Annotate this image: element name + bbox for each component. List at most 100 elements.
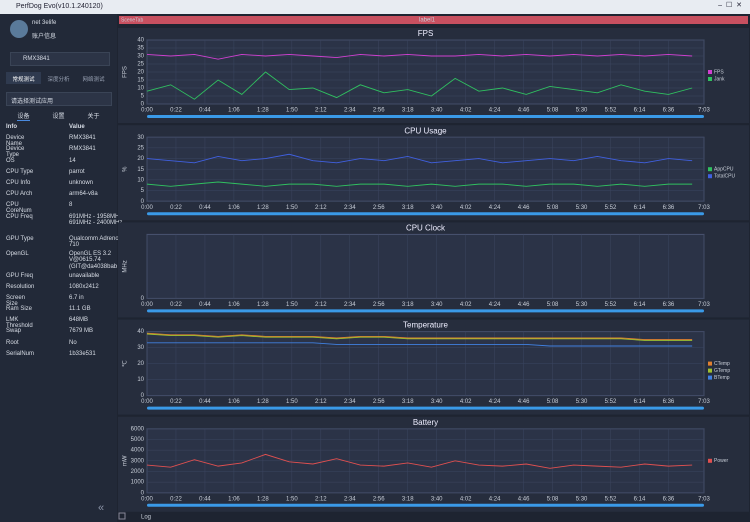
y-tick-label: 30	[137, 135, 144, 141]
x-tick-label: 4:46	[518, 399, 530, 405]
y-tick-label: 2000	[131, 469, 145, 475]
scene-bar	[119, 16, 748, 24]
x-tick-label: 1:50	[286, 496, 298, 502]
account-link[interactable]: 账户信息	[32, 34, 57, 40]
x-tick-label: 1:50	[286, 205, 298, 211]
x-tick-label: 5:08	[547, 496, 559, 502]
key-cell: OpenGL	[6, 250, 29, 257]
x-tick-label: 2:12	[315, 399, 327, 405]
scrollbar	[147, 212, 704, 216]
window-controls[interactable]: – ☐ ✕	[718, 2, 742, 9]
sidebar: net 3elife 账户信息 RMX3841 常规测试 深度分析 网络测试 请选择…	[0, 14, 133, 522]
legend-swatch	[708, 361, 712, 366]
x-tick-label: 2:56	[373, 496, 385, 502]
x-tick-label: 7:03	[698, 108, 710, 114]
x-tick-label: 6:14	[634, 302, 646, 308]
x-tick-label: 3:18	[402, 399, 414, 405]
x-tick-label: 4:02	[460, 205, 472, 211]
x-tick-label: 2:34	[344, 205, 356, 211]
y-tick-label: 40	[137, 38, 144, 44]
tab[interactable]: 深度分析	[47, 77, 70, 83]
x-tick-label: 5:52	[605, 302, 617, 308]
key-cell: SerialNum	[6, 350, 35, 357]
tab[interactable]: 网络测试	[82, 77, 105, 83]
x-tick-label: 3:40	[431, 108, 443, 114]
series-line	[146, 333, 693, 341]
x-tick-label: 1:28	[257, 108, 269, 114]
series-line	[147, 342, 693, 347]
value-cell: RMX3841	[69, 146, 96, 153]
key-cell: Resolution	[6, 283, 35, 290]
legend-swatch	[708, 77, 712, 81]
device-name: RMX3841	[23, 56, 50, 62]
x-tick-label: 0:22	[170, 302, 182, 308]
key-cell: Screen Size	[6, 294, 26, 307]
table-row: CPU Type parrot	[0, 169, 117, 180]
x-tick-label: 5:30	[576, 302, 588, 308]
x-tick-label: 0:22	[170, 399, 182, 405]
app-select[interactable]: 请选择测试应用	[6, 92, 112, 106]
x-tick-label: 2:34	[344, 302, 356, 308]
value-cell: No	[69, 339, 77, 346]
device-select[interactable]: RMX3841	[10, 52, 110, 66]
x-tick-label: 5:30	[576, 205, 588, 211]
y-tick-label: 10	[137, 86, 144, 92]
y-tick-label: 40	[137, 329, 144, 335]
y-tick-label: 5	[141, 94, 145, 100]
y-tick-label: 6000	[131, 426, 145, 432]
y-axis-label: FPS	[123, 66, 129, 78]
y-tick-label: 10	[137, 377, 144, 383]
subtab[interactable]: 设备	[17, 111, 30, 121]
x-tick-label: 0:00	[141, 399, 153, 405]
info-table: Info Value Device Name RMX3841 Device Type RM…	[0, 124, 133, 362]
y-tick-label: 3000	[131, 458, 145, 464]
x-tick-label: 2:34	[344, 108, 356, 114]
value-cell: Qualcomm Adreno (TM) 710	[69, 235, 134, 249]
x-tick-label: 0:44	[199, 302, 211, 308]
legend-swatch	[708, 167, 712, 172]
log-checkbox[interactable]	[118, 512, 126, 520]
key-cell: GPU Freq	[6, 272, 34, 279]
x-tick-label: 0:44	[199, 205, 211, 211]
avatar	[10, 20, 28, 38]
legend-label: GTemp	[714, 368, 730, 374]
tab[interactable]: 常规测试	[6, 72, 41, 84]
key-cell: Swap	[6, 328, 22, 335]
x-tick-label: 1:06	[228, 302, 240, 308]
x-tick-label: 4:02	[460, 399, 472, 405]
y-axis-label: mW	[123, 455, 129, 466]
table-row: CPU Info unknown	[0, 180, 117, 191]
chart-title: CPU Usage	[404, 126, 447, 135]
series-line	[146, 153, 693, 164]
x-tick-label: 2:12	[315, 108, 327, 114]
subtab[interactable]: 设置	[52, 114, 65, 120]
key-cell: CPU Info	[6, 179, 31, 186]
key-cell: Device Name	[6, 135, 25, 148]
collapse-icon[interactable]: «	[98, 502, 105, 514]
subtab[interactable]: 关于	[87, 114, 100, 120]
x-tick-label: 5:52	[605, 399, 617, 405]
x-tick-label: 6:14	[634, 108, 646, 114]
table-row: OpenGL OpenGL ES 3.2 V@0615.74 (GIT@da403…	[0, 251, 117, 273]
window-title: PerfDog Evo(v10.1.240120)	[16, 3, 103, 10]
x-tick-label: 3:18	[402, 496, 414, 502]
x-tick-label: 6:14	[634, 399, 646, 405]
x-tick-label: 3:40	[431, 399, 443, 405]
x-tick-label: 6:36	[663, 496, 675, 502]
value-cell: 6.7 in	[69, 294, 84, 301]
y-tick-label: 4000	[131, 448, 145, 454]
table-row: LMK Threshold 648MB	[0, 317, 117, 329]
y-axis-label: ℃	[123, 360, 129, 367]
y-tick-label: 30	[137, 54, 144, 60]
table-row: CPU Freq 691MHz - 1958MHz 691MHz - 2400MH…	[0, 214, 122, 236]
key-cell: Root	[6, 339, 19, 346]
user-name: net 3elife	[32, 20, 57, 26]
x-tick-label: 4:46	[518, 302, 530, 308]
series-line	[146, 453, 693, 469]
x-tick-label: 3:18	[402, 205, 414, 211]
series-line	[146, 71, 693, 100]
chart-title: FPS	[418, 29, 434, 38]
charts-area: SceneTab label1 Log FPS FPS 0 5 10 15 20 25 30 35…	[118, 16, 749, 521]
value-cell: 648MB	[69, 317, 89, 324]
title-bar: PerfDog Evo(v10.1.240120) – ☐ ✕	[0, 0, 750, 14]
